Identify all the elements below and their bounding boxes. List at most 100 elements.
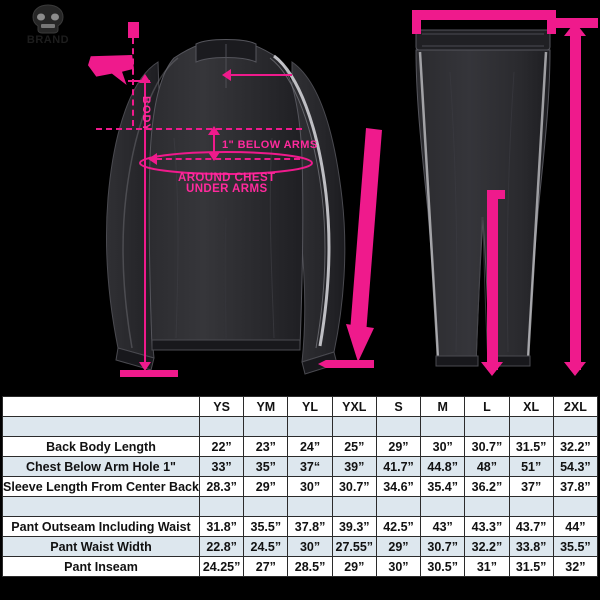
body-length-arrow-down-icon xyxy=(139,362,151,371)
table-cell xyxy=(508,416,554,437)
row-label xyxy=(2,496,200,517)
table-cell: 31.8” xyxy=(198,516,245,537)
around-chest-label-line2: UNDER ARMS xyxy=(186,183,268,195)
below-arms-gap-line xyxy=(213,133,215,155)
body-length-line xyxy=(144,82,146,364)
table-cell: 35” xyxy=(243,456,289,477)
shoulder-arrow-left-icon xyxy=(222,69,231,81)
chest-upper-dashed-line xyxy=(96,128,302,130)
body-length-label: BODY xyxy=(140,96,152,132)
col-header-yl: YL xyxy=(287,396,333,417)
table-cell: 42.5” xyxy=(375,516,422,537)
outseam-arrow-up-icon xyxy=(564,22,586,36)
col-header-s: S xyxy=(375,396,422,417)
table-cell: 34.6” xyxy=(375,476,422,497)
table-cell: 44.8” xyxy=(420,456,466,477)
table-row-chest-below-arm-hole: Chest Below Arm Hole 1" 33” 35” 37“ 39” … xyxy=(2,456,599,477)
table-cell: 30” xyxy=(287,476,333,497)
waist-width-bar xyxy=(412,10,556,20)
collar-center-dashed-line xyxy=(132,38,134,126)
table-cell: 22.8” xyxy=(198,536,245,557)
table-cell: 24.5” xyxy=(243,536,289,557)
table-cell: 54.3” xyxy=(552,456,599,477)
inseam-top-tick xyxy=(487,190,505,199)
table-cell: 37” xyxy=(508,476,554,497)
table-cell xyxy=(508,496,554,517)
table-cell xyxy=(331,496,377,517)
brand-wordmark: BRAND xyxy=(26,34,70,46)
below-arms-arrow-down-icon xyxy=(208,152,220,161)
table-cell: 30.7” xyxy=(420,536,466,557)
table-row-back-body-length: Back Body Length 22” 23” 24” 25” 29” 30”… xyxy=(2,436,599,457)
table-corner-cell xyxy=(2,396,200,417)
table-cell: 30” xyxy=(287,536,333,557)
col-header-ys: YS xyxy=(198,396,245,417)
outseam-arrow-down-icon xyxy=(564,362,586,376)
table-cell: 48” xyxy=(464,456,510,477)
table-cell: 35.5” xyxy=(243,516,289,537)
table-row-pant-waist-width: Pant Waist Width 22.8” 24.5” 30” 27.55” … xyxy=(2,536,599,557)
body-length-arrow-up-icon xyxy=(139,74,151,83)
table-row-sleeve-length: Sleeve Length From Center Back 28.3” 29”… xyxy=(2,476,599,497)
table-cell: 33” xyxy=(198,456,245,477)
below-arms-label: 1" BELOW ARMS xyxy=(222,139,318,151)
table-cell: 41.7” xyxy=(375,456,422,477)
table-cell: 37.8” xyxy=(287,516,333,537)
table-cell xyxy=(243,416,289,437)
hem-tick xyxy=(120,370,178,377)
row-label: Back Body Length xyxy=(2,436,200,457)
table-cell: 32.2” xyxy=(552,436,599,457)
row-label: Sleeve Length From Center Back xyxy=(2,476,200,497)
table-cell: 35.4” xyxy=(420,476,466,497)
table-cell: 43.3” xyxy=(464,516,510,537)
table-cell: 30.7” xyxy=(464,436,510,457)
table-cell xyxy=(375,416,422,437)
table-spacer-row xyxy=(2,416,599,437)
table-cell xyxy=(464,416,510,437)
table-cell xyxy=(198,496,245,517)
inseam-arrow-down-icon xyxy=(481,362,503,376)
sleeve-length-arrow xyxy=(336,128,406,378)
table-cell: 43.7” xyxy=(508,516,554,537)
table-cell: 37.8” xyxy=(552,476,599,497)
table-row-pant-inseam: Pant Inseam 24.25” 27” 28.5” 29” 30” 30.… xyxy=(2,556,599,577)
table-cell: 29” xyxy=(375,436,422,457)
chest-circumference-ellipse xyxy=(138,150,314,176)
col-header-yxl: YXL xyxy=(331,396,377,417)
table-cell: 23” xyxy=(243,436,289,457)
table-cell xyxy=(420,416,466,437)
table-cell: 27” xyxy=(243,556,289,577)
col-header-l: L xyxy=(464,396,510,417)
chest-measure-arrow-left-icon xyxy=(148,153,157,165)
size-table-body: Back Body Length 22” 23” 24” 25” 29” 30”… xyxy=(2,416,599,577)
table-cell: 28.3” xyxy=(198,476,245,497)
table-cell: 24.25” xyxy=(198,556,245,577)
table-cell: 29” xyxy=(331,556,377,577)
row-label: Chest Below Arm Hole 1" xyxy=(2,456,200,477)
table-cell: 37“ xyxy=(287,456,333,477)
outseam-line xyxy=(570,30,581,370)
table-cell xyxy=(287,496,333,517)
sleeve-cuff-tick xyxy=(318,360,374,368)
table-spacer-row xyxy=(2,496,599,517)
table-cell: 32” xyxy=(552,556,599,577)
size-table-head: YS YM YL YXL S M L XL 2XL xyxy=(2,396,599,417)
table-cell xyxy=(243,496,289,517)
table-cell xyxy=(331,416,377,437)
table-cell: 27.55” xyxy=(331,536,377,557)
jacket-illustration xyxy=(96,18,356,378)
table-cell: 22” xyxy=(198,436,245,457)
table-cell xyxy=(287,416,333,437)
table-cell: 31.5” xyxy=(508,556,554,577)
row-label: Pant Outseam Including Waist xyxy=(2,516,200,537)
brand-logo: BRAND xyxy=(8,4,88,50)
table-cell: 39.3” xyxy=(331,516,377,537)
table-cell xyxy=(552,496,599,517)
table-cell: 30.7” xyxy=(331,476,377,497)
size-table: YS YM YL YXL S M L XL 2XL xyxy=(2,396,599,577)
table-cell xyxy=(464,496,510,517)
col-header-ym: YM xyxy=(243,396,289,417)
table-cell: 28.5” xyxy=(287,556,333,577)
table-row-pant-outseam: Pant Outseam Including Waist 31.8” 35.5”… xyxy=(2,516,599,537)
